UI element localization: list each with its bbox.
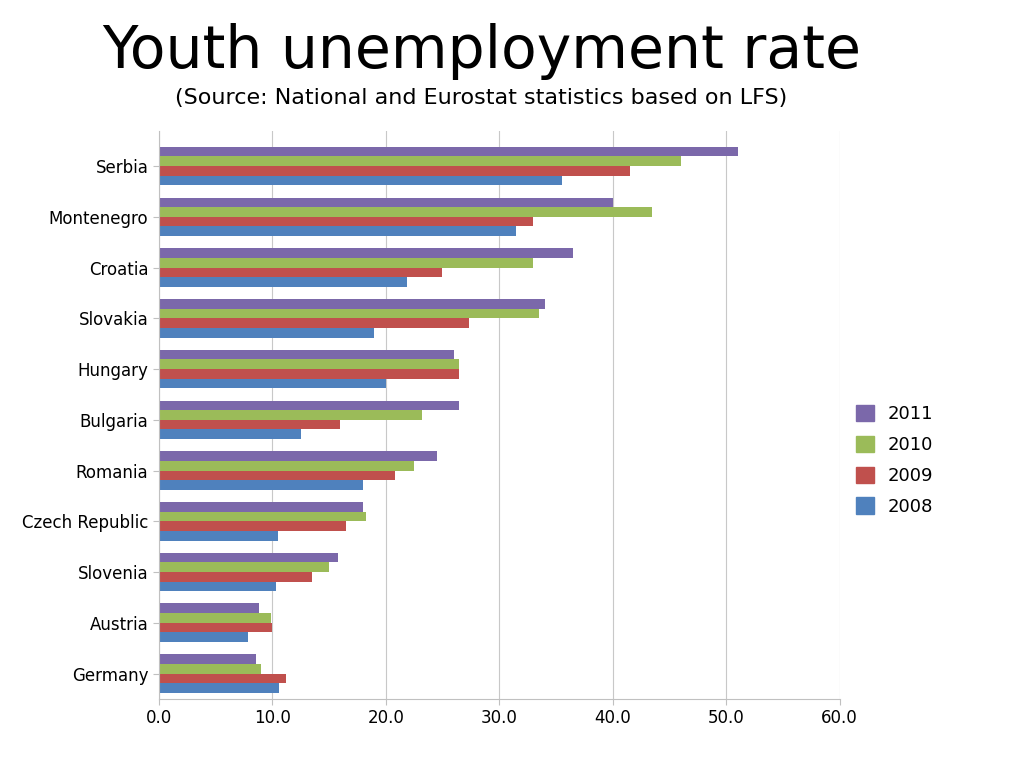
Bar <box>159 299 545 309</box>
Bar <box>159 420 340 429</box>
Bar <box>159 572 312 581</box>
Bar <box>159 553 338 562</box>
Text: Youth unemployment rate: Youth unemployment rate <box>101 23 861 80</box>
Legend: 2011, 2010, 2009, 2008: 2011, 2010, 2009, 2008 <box>855 405 934 515</box>
Bar <box>159 613 271 623</box>
Bar <box>159 147 737 157</box>
Bar <box>159 429 301 439</box>
Bar <box>159 684 279 693</box>
Bar <box>159 248 573 258</box>
Bar <box>159 623 272 632</box>
Bar <box>159 267 442 277</box>
Bar <box>159 176 561 185</box>
Bar <box>159 562 329 572</box>
Bar <box>159 410 422 420</box>
Bar <box>159 531 278 541</box>
Bar <box>159 581 275 591</box>
Bar <box>159 318 469 328</box>
Bar <box>159 369 460 379</box>
Bar <box>159 632 249 642</box>
Bar <box>159 207 652 217</box>
Bar <box>159 511 367 521</box>
Bar <box>159 604 259 613</box>
Bar <box>159 480 362 490</box>
Bar <box>159 452 437 461</box>
Bar <box>159 502 362 511</box>
Bar <box>159 157 681 166</box>
Bar <box>159 674 286 684</box>
Bar <box>159 654 256 664</box>
Bar <box>159 258 534 267</box>
Bar <box>159 349 454 359</box>
Bar <box>159 461 414 471</box>
Bar <box>159 197 612 207</box>
Bar <box>159 328 375 338</box>
Bar <box>159 401 460 410</box>
Text: (Source: National and Eurostat statistics based on LFS): (Source: National and Eurostat statistic… <box>175 88 787 108</box>
Bar <box>159 277 408 287</box>
Bar <box>159 379 386 389</box>
Bar <box>159 359 460 369</box>
Bar <box>159 227 516 236</box>
Bar <box>159 309 539 318</box>
Bar <box>159 521 346 531</box>
Bar <box>159 664 261 674</box>
Bar <box>159 471 395 480</box>
Bar <box>159 166 630 176</box>
Bar <box>159 217 534 227</box>
